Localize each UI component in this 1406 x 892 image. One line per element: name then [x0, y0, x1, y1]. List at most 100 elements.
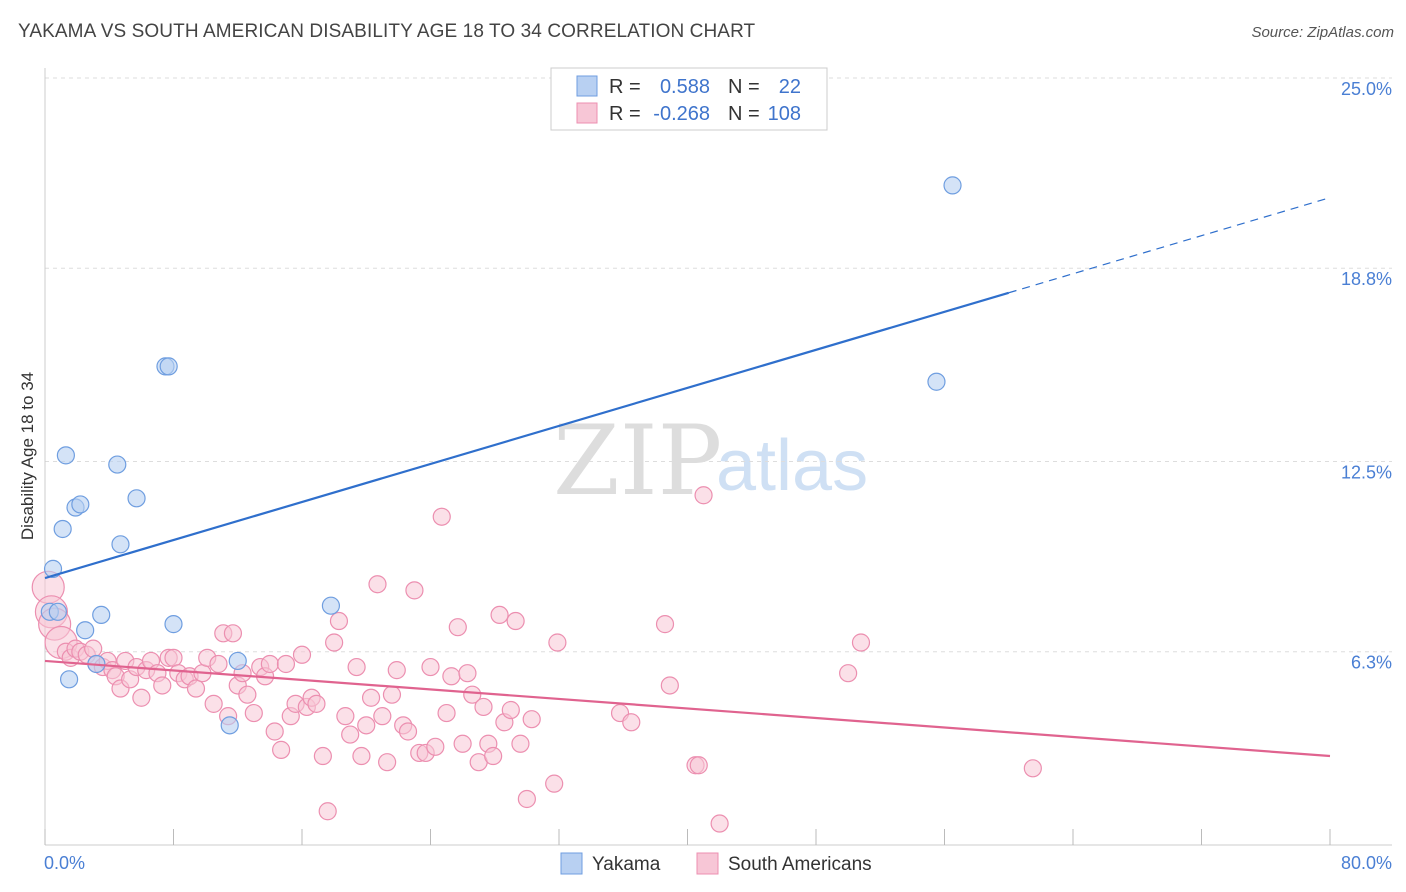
- legend-r-label-2: R =: [609, 103, 641, 125]
- yakama-point-16: [164, 615, 183, 634]
- south-americans-point-89: [506, 611, 525, 631]
- south-americans-point-59: [347, 657, 366, 677]
- yakama-point-4: [56, 446, 75, 465]
- yakama-point-20: [927, 372, 946, 391]
- south-americans-point-97: [655, 615, 675, 634]
- south-americans-point-54: [318, 802, 337, 821]
- south-americans-point-60: [352, 746, 371, 766]
- south-americans-point-78: [448, 618, 467, 637]
- south-americans-point-76: [437, 703, 456, 723]
- south-americans-point-36: [223, 624, 243, 643]
- south-americans-point-73: [421, 657, 440, 677]
- south-americans-point-44: [265, 722, 284, 741]
- x-tick-label-0: 0.0%: [44, 853, 85, 873]
- south-americans-point-85: [484, 746, 503, 766]
- south-americans-point-39: [238, 685, 257, 704]
- legend-n-label-2: N =: [728, 103, 760, 125]
- south-americans-point-102: [710, 814, 729, 833]
- south-americans-point-77: [442, 667, 461, 686]
- south-americans-point-98: [660, 676, 679, 695]
- south-americans-point-90: [511, 734, 530, 753]
- series-legend: Yakama South Americans: [560, 852, 872, 875]
- south-americans-point-67: [387, 661, 406, 680]
- south-americans-trend-line: [44, 659, 1331, 758]
- source-credit: Source: ZipAtlas.com: [1251, 24, 1394, 41]
- south-americans-point-81: [463, 685, 482, 704]
- south-americans-point-100: [689, 756, 708, 775]
- legend-swatch-south-americans: [576, 102, 598, 124]
- yakama-point-13: [127, 489, 146, 508]
- gridlines: [45, 77, 1392, 653]
- south-americans-point-70: [405, 581, 424, 600]
- south-americans-point-74: [426, 737, 445, 756]
- stats-legend: R = 0.588 N = 22 R = -0.268 N = 108: [550, 67, 828, 131]
- yakama-point-11: [108, 455, 127, 474]
- series-label-yakama: Yakama: [592, 854, 661, 875]
- yakama-point-8: [76, 621, 95, 640]
- south-americans-point-9: [84, 639, 103, 658]
- south-americans-point-49: [292, 645, 312, 664]
- south-americans-point-58: [341, 725, 360, 744]
- yakama-points: [40, 176, 962, 735]
- yakama-point-17: [220, 716, 239, 735]
- axes: [44, 68, 1392, 846]
- legend-n-value-1: 22: [779, 76, 801, 98]
- legend-r-value-1: 0.588: [660, 76, 710, 98]
- yakama-trend-extension: [1008, 197, 1331, 294]
- legend-r-label-1: R =: [609, 76, 641, 98]
- y-tick-label-2: 18.8%: [1341, 269, 1392, 289]
- yakama-point-19: [321, 596, 341, 615]
- south-americans-point-69: [398, 722, 418, 741]
- south-americans-point-43: [260, 654, 279, 674]
- south-americans-points: [31, 486, 1042, 833]
- yakama-point-12: [111, 535, 130, 554]
- y-tick-label-3: 25.0%: [1341, 79, 1392, 99]
- south-americans-point-96: [622, 713, 641, 732]
- series-swatch-south-americans: [696, 852, 719, 875]
- watermark-atlas: atlas: [716, 426, 868, 506]
- south-americans-point-101: [694, 486, 713, 505]
- south-americans-point-86: [490, 605, 509, 625]
- south-americans-point-65: [378, 753, 397, 772]
- south-americans-point-23: [153, 676, 172, 695]
- south-americans-point-52: [307, 694, 326, 713]
- yakama-point-21: [943, 176, 962, 195]
- south-americans-point-25: [164, 648, 183, 667]
- yakama-point-7: [71, 495, 90, 514]
- legend-swatch-yakama: [576, 75, 598, 97]
- south-americans-point-91: [517, 789, 536, 809]
- south-americans-point-103: [839, 664, 858, 683]
- south-americans-point-75: [432, 507, 451, 526]
- yakama-point-18: [228, 651, 247, 671]
- south-americans-point-105: [1023, 759, 1042, 778]
- south-americans-point-29: [186, 679, 206, 698]
- trend-lines: [44, 197, 1331, 758]
- south-americans-point-63: [368, 575, 387, 594]
- south-americans-point-46: [276, 654, 296, 674]
- south-americans-point-62: [361, 688, 381, 707]
- y-tick-labels: 6.3% 12.5% 18.8% 25.0%: [1341, 79, 1392, 673]
- y-tick-label-1: 12.5%: [1341, 463, 1392, 483]
- legend-n-label-1: N =: [728, 76, 760, 98]
- series-swatch-yakama: [560, 852, 583, 875]
- x-tick-labels: 0.0% 80.0%: [44, 853, 1392, 873]
- south-americans-point-88: [501, 700, 520, 720]
- south-americans-point-64: [373, 707, 392, 726]
- x-tick-label-1: 80.0%: [1341, 853, 1392, 873]
- south-americans-point-53: [313, 746, 332, 766]
- south-americans-point-80: [458, 664, 477, 683]
- series-label-south-americans: South Americans: [728, 854, 872, 875]
- yakama-point-1: [43, 559, 63, 578]
- south-americans-point-104: [851, 633, 871, 652]
- south-americans-point-56: [329, 611, 349, 631]
- south-americans-point-92: [522, 710, 541, 729]
- y-axis-label: Disability Age 18 to 34: [18, 372, 37, 540]
- south-americans-point-79: [453, 734, 472, 753]
- yakama-point-5: [59, 670, 79, 689]
- south-americans-point-94: [548, 633, 567, 652]
- yakama-trend-line: [44, 291, 1010, 580]
- south-americans-point-55: [325, 633, 344, 652]
- south-americans-point-33: [209, 654, 228, 674]
- legend-n-value-2: 108: [768, 103, 801, 125]
